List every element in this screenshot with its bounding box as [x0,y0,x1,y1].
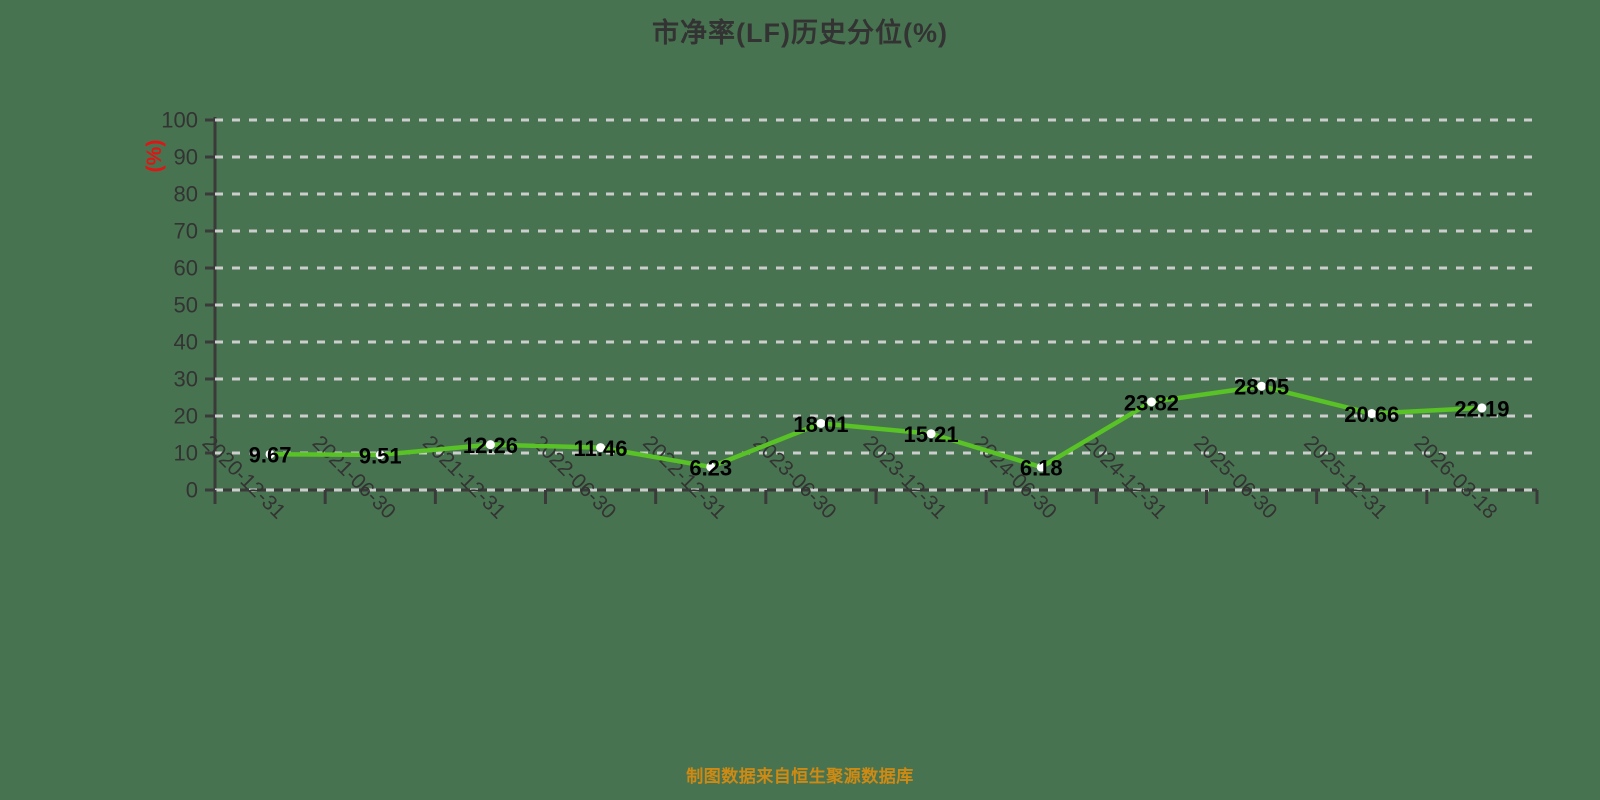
y-tick-label: 0 [186,478,198,503]
y-tick-label: 100 [161,108,198,133]
data-point-marker [1257,381,1267,391]
y-tick-label: 20 [174,404,198,429]
y-tick-label: 70 [174,219,198,244]
data-point-label: 9.67 [249,443,292,468]
data-point-label: 6.23 [689,455,732,480]
chart-title: 市净率(LF)历史分位(%) [652,18,948,48]
data-point-label: 9.51 [359,443,402,468]
data-point-label: 11.46 [574,436,628,461]
data-point-marker [375,450,385,460]
data-point-marker [816,418,826,428]
x-tick-label: 2025-12-31 [1299,431,1391,523]
data-point-marker [596,443,606,453]
data-point-label: 15.21 [904,422,959,447]
data-point-marker [265,449,275,459]
data-point-marker [1036,462,1046,472]
data-point-marker [1146,397,1156,407]
y-tick-label: 80 [174,182,198,207]
data-point-marker [926,429,936,439]
data-point-label: 22.19 [1454,396,1509,421]
data-line [267,383,1485,470]
data-point-label: 20.66 [1344,402,1399,427]
y-tick-label: 60 [174,256,198,281]
data-point-label: 18.01 [793,412,848,437]
data-point-marker [706,462,716,472]
data-point-label: 28.05 [1234,375,1289,400]
x-tick-label: 2024-12-31 [1079,431,1171,523]
data-point-marker [1367,409,1377,419]
data-point-label: 12.26 [463,433,518,458]
data-source-attribution: 制图数据来自恒生聚源数据库 [686,767,914,786]
x-tick-label: 2025-06-30 [1189,431,1281,523]
data-point-label: 6.18 [1020,456,1063,481]
y-tick-label: 90 [174,145,198,170]
x-tick-label: 2026-03-18 [1409,431,1501,523]
data-point-marker [1477,403,1487,413]
data-point-label: 23.82 [1124,390,1179,415]
y-tick-label: 10 [174,441,198,466]
y-tick-label: 50 [174,293,198,318]
data-point-marker [485,440,495,450]
y-tick-label: 30 [174,367,198,392]
y-tick-label: 40 [174,330,198,355]
